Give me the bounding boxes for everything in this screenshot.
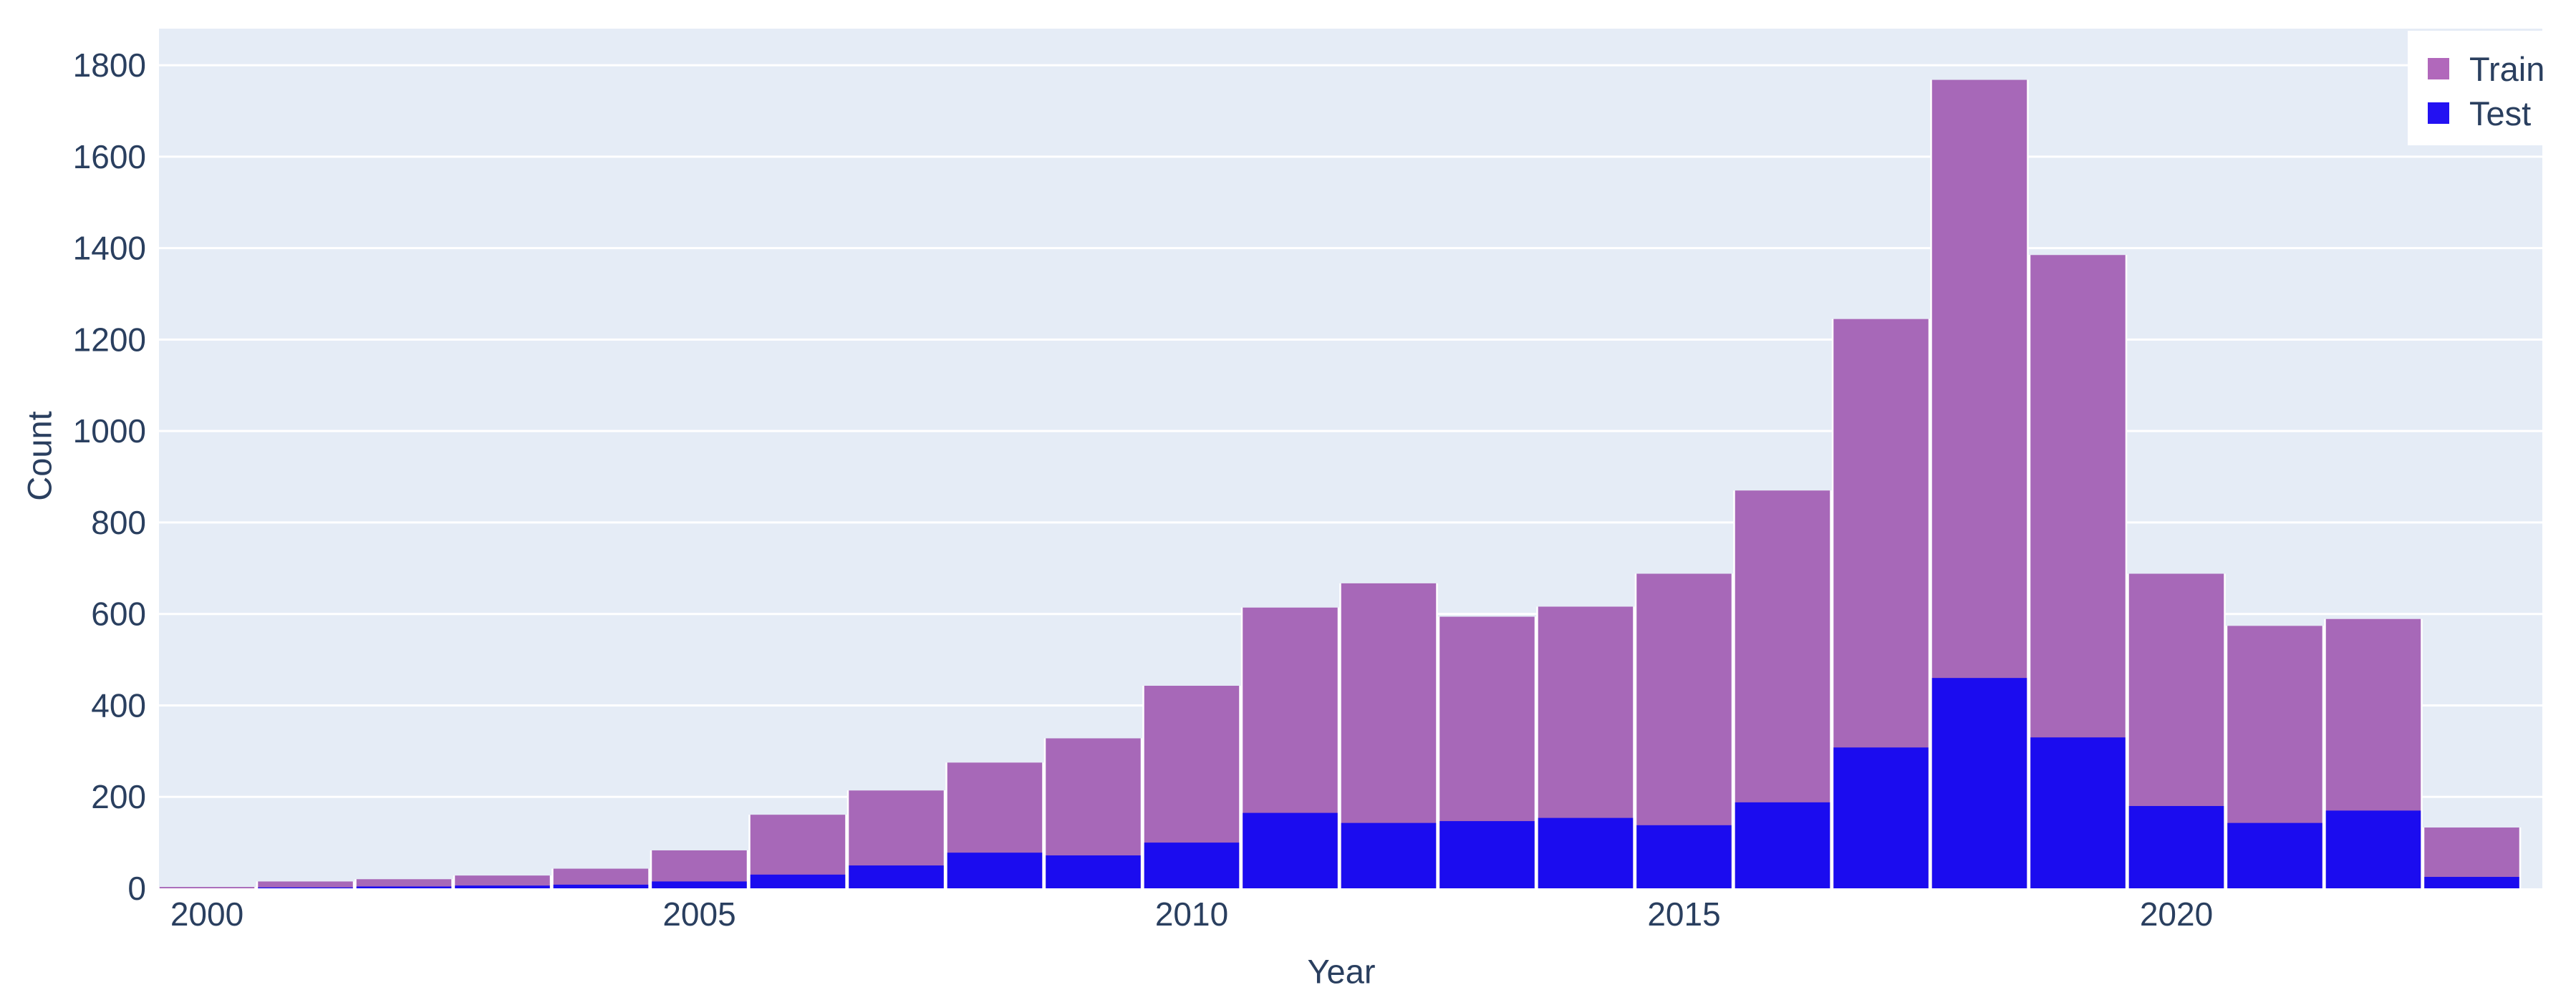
legend-item-train[interactable]: Train <box>2408 47 2571 91</box>
x-tick-label-2015: 2015 <box>1647 895 1720 933</box>
y-tick-label-200: 200 <box>91 778 146 815</box>
y-tick-label-0: 0 <box>127 870 146 907</box>
bar-test-2012[interactable] <box>1341 822 1437 888</box>
x-axis-title: Year <box>1307 952 1376 991</box>
legend-label-test: Test <box>2469 94 2532 132</box>
bar-test-2019[interactable] <box>2030 737 2126 888</box>
test-swatch-icon <box>2428 102 2449 124</box>
bar-test-2007[interactable] <box>849 865 944 888</box>
legend-label-train: Train <box>2469 49 2545 88</box>
y-tick-label-1400: 1400 <box>73 230 146 267</box>
bar-test-2010[interactable] <box>1144 843 1240 888</box>
bar-test-2006[interactable] <box>750 874 846 888</box>
bar-train-2002[interactable] <box>356 879 452 888</box>
train-swatch-icon <box>2428 58 2449 79</box>
bar-test-2009[interactable] <box>1046 855 1141 888</box>
bar-test-2014[interactable] <box>1538 817 1634 888</box>
bar-test-2015[interactable] <box>1636 825 1732 888</box>
y-tick-label-1200: 1200 <box>73 321 146 358</box>
bar-test-2023[interactable] <box>2424 877 2519 888</box>
bar-train-2001[interactable] <box>258 881 353 888</box>
bar-test-2008[interactable] <box>947 853 1043 888</box>
x-tick-label-2005: 2005 <box>662 895 735 933</box>
bar-test-2022[interactable] <box>2325 810 2421 888</box>
bar-test-2018[interactable] <box>1931 678 2027 888</box>
y-tick-label-1000: 1000 <box>73 412 146 450</box>
x-tick-label-2020: 2020 <box>2140 895 2213 933</box>
bar-train-2000[interactable] <box>159 887 255 888</box>
bar-test-2021[interactable] <box>2227 822 2322 888</box>
bar-test-2013[interactable] <box>1439 821 1535 888</box>
bar-test-2017[interactable] <box>1833 747 1929 888</box>
legend-item-test[interactable]: Test <box>2408 91 2571 135</box>
y-tick-label-400: 400 <box>91 686 146 724</box>
y-tick-label-1600: 1600 <box>73 138 146 175</box>
bar-test-2003[interactable] <box>455 885 550 888</box>
bar-test-2011[interactable] <box>1243 812 1338 888</box>
bar-train-2003[interactable] <box>455 875 550 888</box>
bar-test-2020[interactable] <box>2128 806 2224 888</box>
x-tick-label-2010: 2010 <box>1155 895 1228 933</box>
bar-test-2016[interactable] <box>1735 802 1830 888</box>
bar-test-2004[interactable] <box>553 884 649 888</box>
y-tick-label-800: 800 <box>91 504 146 541</box>
legend: Train Test <box>2408 31 2571 145</box>
y-axis-title: Count <box>20 411 59 501</box>
y-tick-label-1800: 1800 <box>73 47 146 84</box>
bar-test-2002[interactable] <box>356 886 452 888</box>
x-tick-label-2000: 2000 <box>170 895 243 933</box>
bar-test-2005[interactable] <box>652 881 747 888</box>
y-tick-label-600: 600 <box>91 596 146 633</box>
